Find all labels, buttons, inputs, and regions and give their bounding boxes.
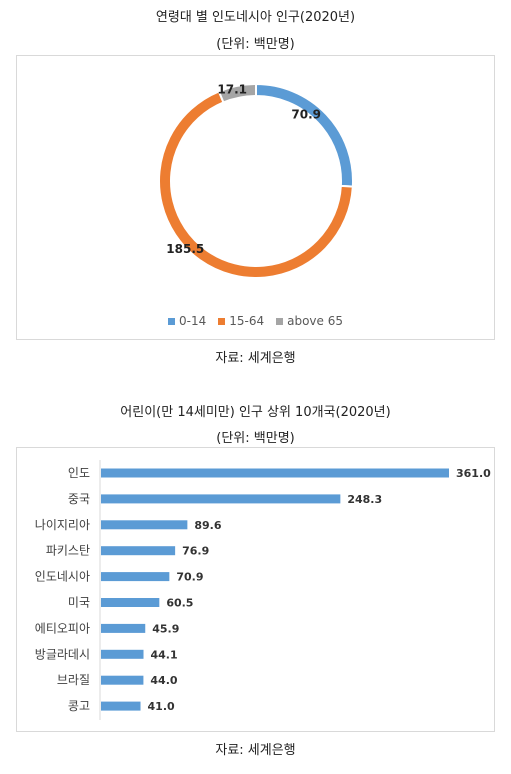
legend-swatch	[168, 318, 175, 325]
bar	[101, 701, 141, 711]
bar	[101, 598, 160, 607]
bar-value-label: 89.6	[194, 519, 221, 532]
bar-value-label: 41.0	[148, 700, 175, 713]
category-label: 중국	[68, 492, 90, 506]
bar-value-label: 361.0	[456, 467, 491, 480]
bar	[101, 468, 449, 478]
chart1-title: 연령대 별 인도네시아 인구(2020년)	[155, 10, 356, 25]
category-label: 나이지리아	[35, 518, 90, 532]
donut-slice-above-65	[217, 82, 257, 104]
category-label: 미국	[68, 596, 90, 610]
bar	[101, 649, 144, 659]
bar-chart: 인도 361.0 중국 248.3 나이지리아 89.6 파키스탄 76.9 인도네시아 70.9…	[35, 460, 491, 720]
category-label: 인도네시아	[35, 570, 90, 584]
category-label: 인도	[68, 466, 90, 480]
donut-data-label-0-14: 70.9	[291, 108, 321, 122]
bar-value-label: 60.5	[166, 597, 193, 610]
donut-data-label-15-64: 185.5	[166, 242, 204, 256]
bar-value-label: 76.9	[182, 545, 209, 558]
bar	[101, 572, 170, 582]
chart2-source: 자료: 세계은행	[215, 743, 296, 758]
chart1-source: 자료: 세계은행	[215, 351, 296, 366]
donut-slice-0-14	[255, 82, 354, 188]
bar	[101, 675, 144, 685]
chart1-frame: 70.9 185.5 17.1 0-14 15-64 above 65	[16, 55, 495, 340]
category-label: 콩고	[68, 699, 90, 713]
legend-label: 15-64	[229, 314, 265, 328]
legend-item-0-14: 0-14	[168, 314, 206, 328]
category-label: 파키스탄	[46, 544, 90, 558]
category-label: 방글라데시	[35, 647, 90, 661]
chart1-subtitle: (단위: 백만명)	[216, 37, 295, 52]
category-label: 브라질	[57, 673, 90, 687]
bar-value-label: 44.0	[150, 674, 177, 687]
bar-value-label: 70.9	[176, 571, 203, 584]
bar	[101, 494, 341, 504]
legend-swatch	[276, 318, 284, 325]
chart2-subtitle: (단위: 백만명)	[216, 431, 295, 446]
chart1-legend: 0-14 15-64 above 65	[17, 314, 494, 328]
bar-value-label: 44.1	[151, 648, 178, 661]
legend-label: above 65	[287, 314, 343, 328]
bar	[101, 546, 176, 556]
legend-label: 0-14	[179, 314, 207, 328]
chart2-frame: 인도 361.0 중국 248.3 나이지리아 89.6 파키스탄 76.9 인도네시아 70.9…	[16, 447, 495, 732]
donut-data-label-above-65: 17.1	[217, 83, 247, 97]
bar	[101, 623, 146, 633]
bar	[101, 520, 188, 530]
legend-item-above-65: above 65	[276, 314, 343, 328]
category-label: 에티오피아	[35, 621, 90, 635]
legend-swatch	[218, 318, 226, 325]
chart2-title: 어린이(만 14세미만) 인구 상위 10개국(2020년)	[120, 405, 391, 420]
legend-item-15-64: 15-64	[218, 314, 264, 328]
bar-value-label: 248.3	[347, 493, 382, 506]
bar-value-label: 45.9	[152, 622, 179, 635]
donut-chart: 70.9 185.5 17.1	[158, 82, 354, 279]
